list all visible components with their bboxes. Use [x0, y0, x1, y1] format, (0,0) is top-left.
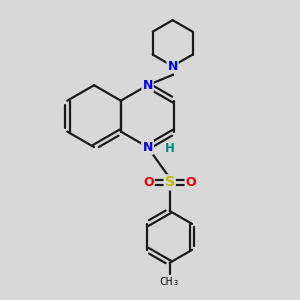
Text: S: S — [165, 176, 175, 189]
Text: O: O — [143, 176, 154, 189]
Text: N: N — [142, 141, 153, 154]
Text: H: H — [165, 142, 175, 155]
Text: CH₃: CH₃ — [160, 278, 180, 287]
Text: N: N — [142, 141, 153, 154]
Text: N: N — [142, 79, 153, 92]
Text: O: O — [186, 176, 196, 189]
Text: N: N — [167, 60, 178, 73]
